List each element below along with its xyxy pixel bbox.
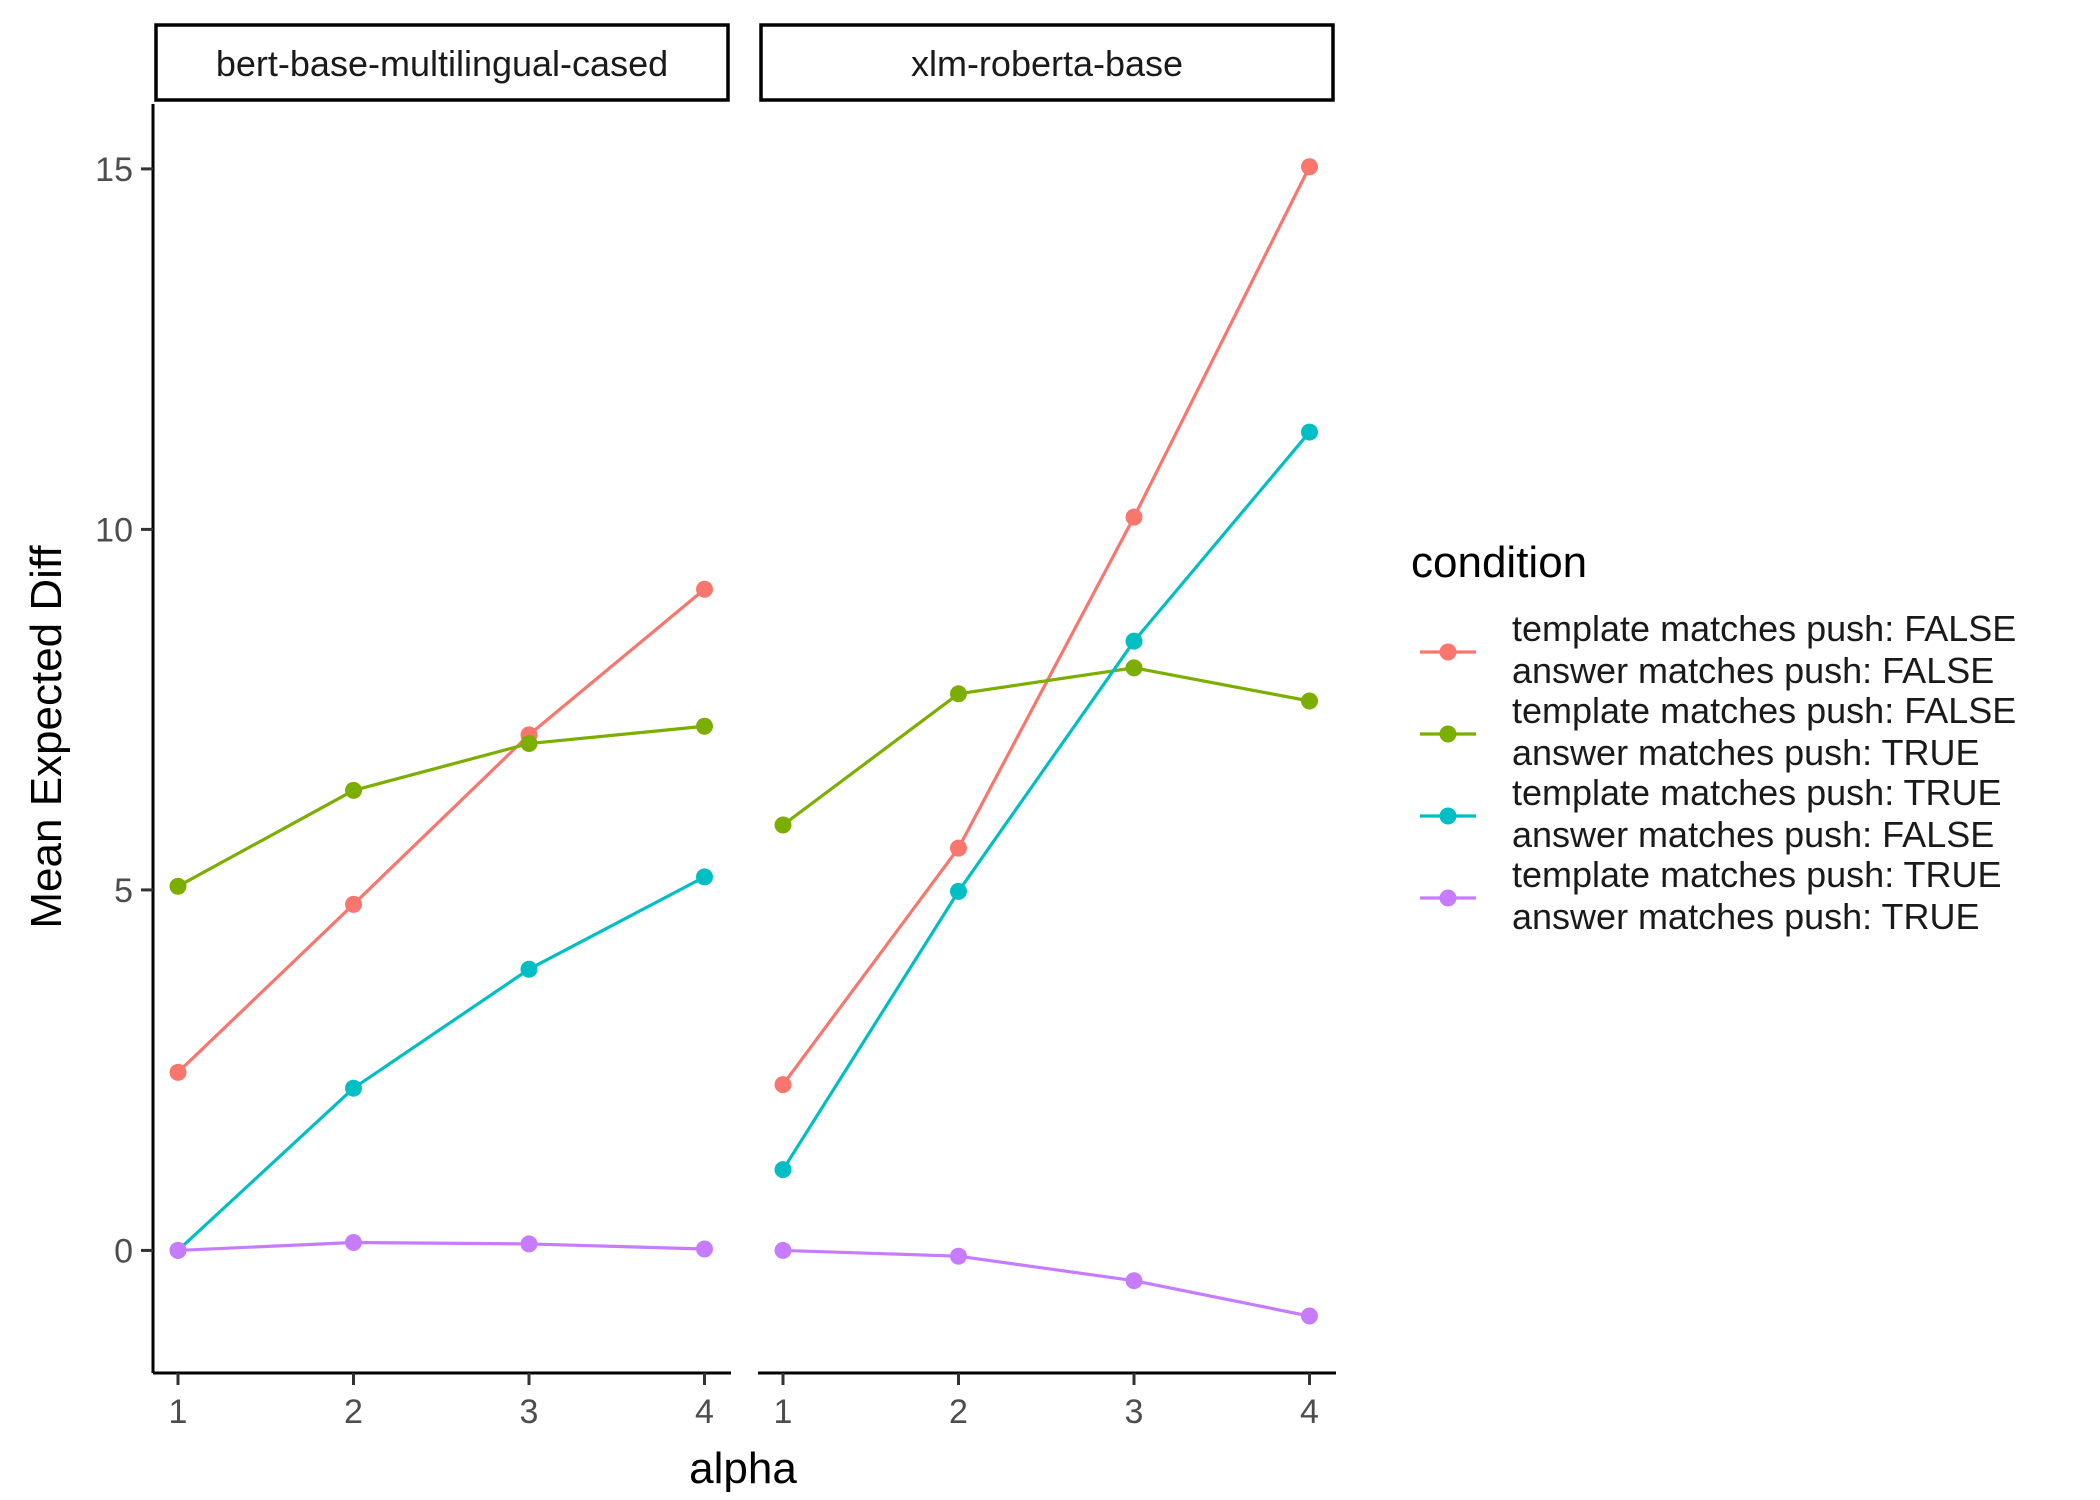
y-axis: 0 5 10 15 <box>95 104 155 1373</box>
data-point <box>520 1235 538 1253</box>
data-point <box>520 960 538 978</box>
data-point <box>520 735 538 753</box>
x-tick-label: 3 <box>520 1393 539 1431</box>
series-line-1 <box>781 166 1311 1086</box>
data-point <box>169 877 187 895</box>
data-point <box>774 1161 792 1179</box>
data-point <box>696 580 713 598</box>
series-line-4 <box>177 1240 705 1253</box>
y-tick-label: 0 <box>114 1232 133 1270</box>
data-point <box>774 1076 792 1094</box>
series-line-3 <box>781 431 1311 1171</box>
data-point <box>1125 508 1143 526</box>
data-point <box>345 781 362 799</box>
series-line-2 <box>177 724 705 888</box>
data-point <box>1301 423 1318 441</box>
series-line-3 <box>176 875 706 1252</box>
data-point <box>696 1240 713 1258</box>
series-line-1 <box>176 588 706 1074</box>
x-tick-label: 2 <box>344 1393 363 1431</box>
y-tick-label: 15 <box>95 151 133 189</box>
legend-label-line1: template matches push: TRUE <box>1512 772 2002 813</box>
data-point <box>1125 1272 1143 1290</box>
legend-key-point <box>1439 807 1457 825</box>
data-point <box>1301 692 1318 710</box>
facet-title: bert-base-multilingual-cased <box>216 43 668 84</box>
legend-key-point <box>1439 643 1457 661</box>
data-point <box>696 868 713 886</box>
facet-strip <box>759 23 1335 102</box>
legend-label-line1: template matches push: FALSE <box>1512 608 2016 649</box>
legend-label-line2: answer matches push: TRUE <box>1512 896 1980 937</box>
series-line-4 <box>782 1248 1310 1318</box>
data-point <box>1301 1307 1318 1325</box>
panel-1: bert-base-multilingual-cased 1 2 3 4 <box>153 23 731 1431</box>
legend-key-point <box>1439 889 1457 907</box>
data-point <box>1125 632 1143 650</box>
legend-label-line2: answer matches push: TRUE <box>1512 732 1980 773</box>
data-point <box>169 1063 187 1081</box>
legend-label-line1: template matches push: FALSE <box>1512 690 2016 731</box>
x-tick-label: 1 <box>774 1393 793 1431</box>
x-axis-title: alpha <box>689 1444 797 1493</box>
data-point <box>169 1241 187 1259</box>
data-point <box>345 1233 362 1251</box>
panel-2: xlm-roberta-base 1 2 3 4 <box>758 23 1336 1431</box>
y-axis-title: Mean Expected Diff <box>22 545 71 929</box>
series-line-2 <box>782 666 1310 827</box>
x-tick-label: 4 <box>695 1393 714 1431</box>
legend: condition template matches push: FALSEan… <box>1411 538 2016 937</box>
facet-title: xlm-roberta-base <box>911 43 1183 84</box>
data-point <box>696 717 713 735</box>
legend-title: condition <box>1411 538 1587 587</box>
data-point <box>950 839 967 857</box>
legend-label-line1: template matches push: TRUE <box>1512 854 2002 895</box>
y-tick-label: 10 <box>95 511 133 549</box>
legend-key-point <box>1439 725 1457 743</box>
x-tick-label: 2 <box>949 1393 968 1431</box>
x-tick-label: 3 <box>1125 1393 1144 1431</box>
data-point <box>345 1079 362 1097</box>
data-point <box>950 882 967 900</box>
legend-label-line2: answer matches push: FALSE <box>1512 814 1994 855</box>
y-tick-label: 5 <box>114 872 133 910</box>
x-tick-label: 1 <box>169 1393 188 1431</box>
facet-strip <box>154 23 730 102</box>
legend-label-line2: answer matches push: FALSE <box>1512 650 1994 691</box>
data-point <box>950 1247 967 1265</box>
data-point <box>1125 659 1143 677</box>
data-point <box>774 1241 792 1259</box>
x-tick-label: 4 <box>1300 1393 1319 1431</box>
data-point <box>345 895 362 913</box>
data-point <box>1301 158 1318 176</box>
data-point <box>774 816 792 834</box>
data-point <box>950 685 967 703</box>
